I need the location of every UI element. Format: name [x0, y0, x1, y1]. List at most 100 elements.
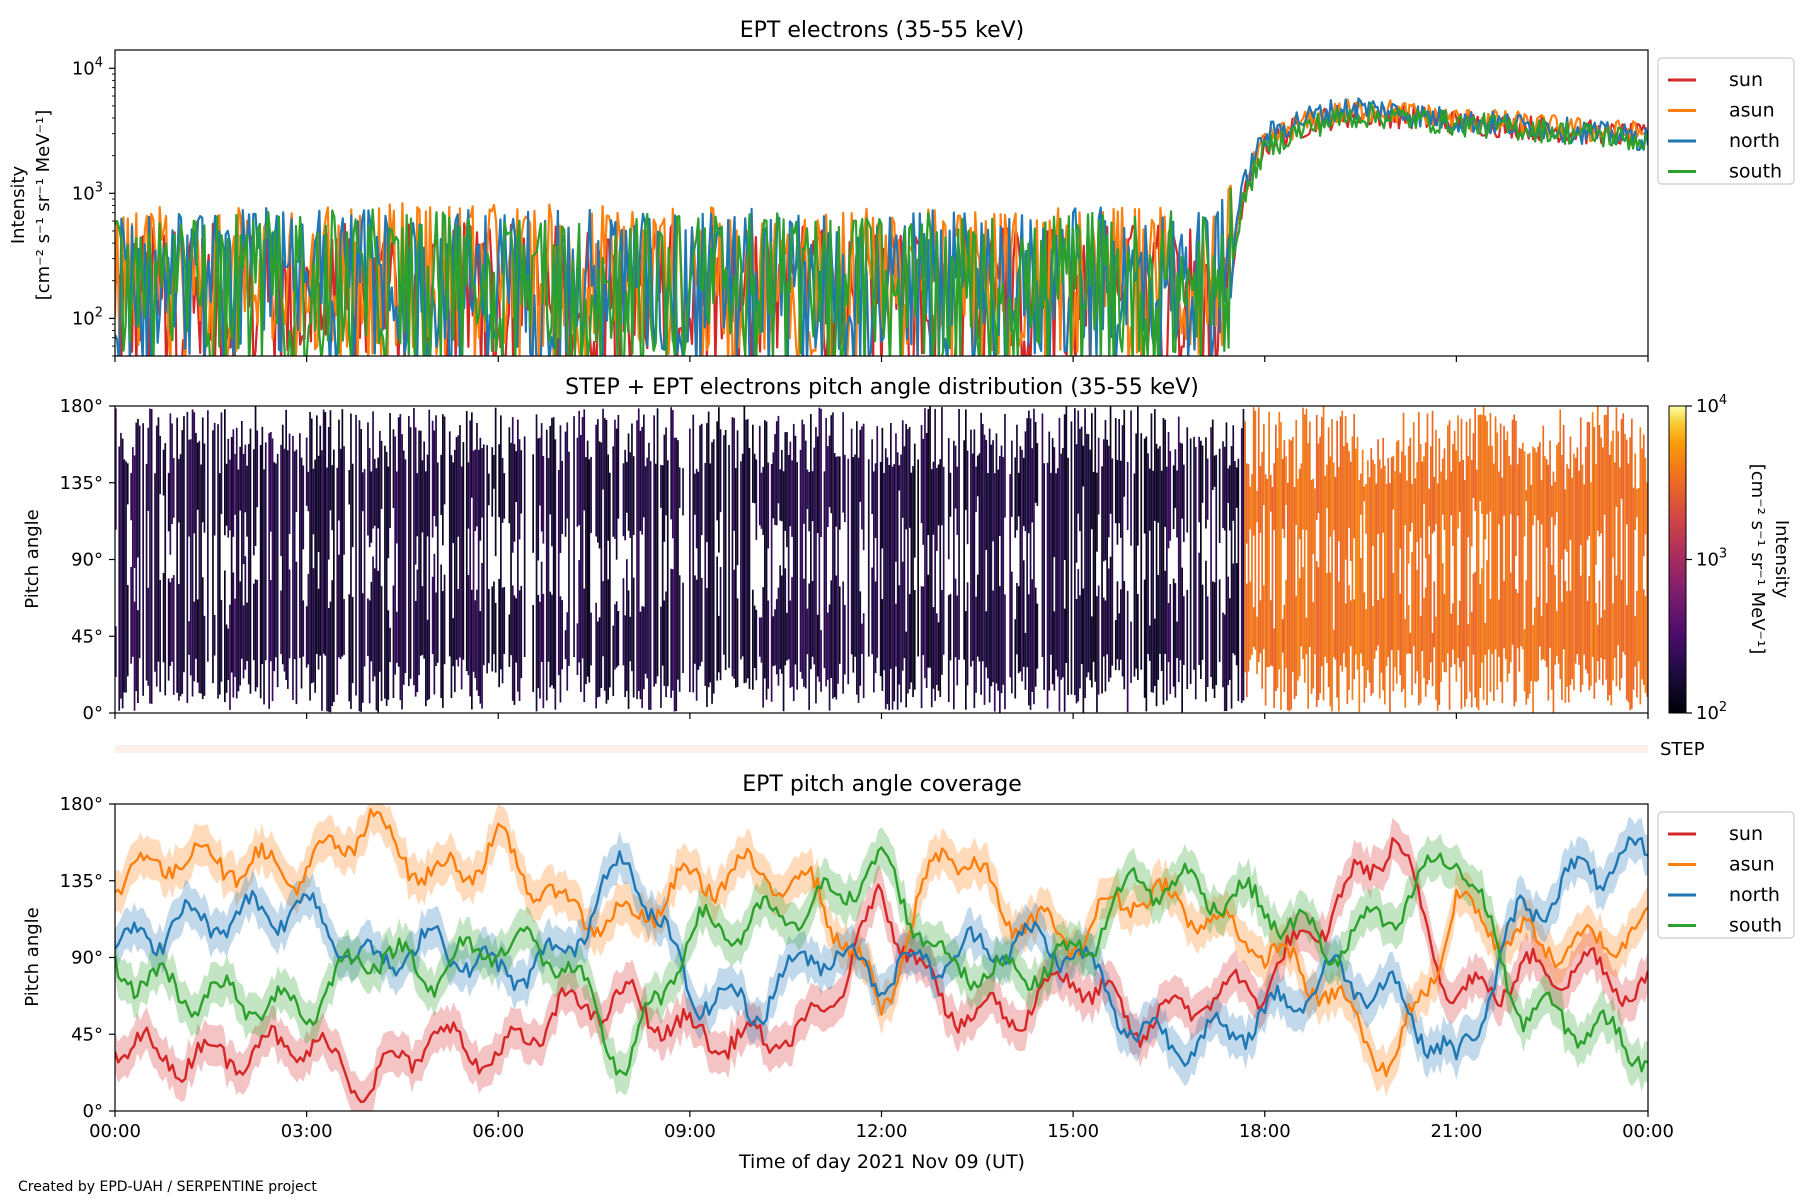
heat-cell [384, 445, 386, 699]
heat-cell [985, 440, 988, 550]
heat-cell [469, 420, 471, 697]
panel2-x-ticks [114, 713, 1649, 719]
heat-cell [830, 415, 833, 514]
heat-cell [830, 580, 833, 678]
heat-cell [898, 465, 901, 491]
heat-cell [137, 610, 139, 703]
heat-cell [1578, 470, 1580, 665]
heat-cell [201, 577, 204, 700]
heat-cell [641, 606, 643, 708]
heat-cell [838, 456, 841, 530]
heat-cell [1545, 459, 1548, 548]
heat-cell [537, 594, 540, 689]
heat-cell [1520, 448, 1522, 646]
heat-cell [827, 612, 829, 680]
heat-cell [1092, 472, 1095, 662]
heat-cell [781, 450, 783, 522]
legend-frame [1657, 57, 1795, 185]
legend-label-north: north [1729, 130, 1780, 152]
heat-cell [1251, 474, 1253, 656]
heat-cell [1467, 456, 1470, 538]
heat-cell [922, 438, 925, 545]
heat-cell [292, 435, 294, 700]
heat-cell [1479, 583, 1482, 688]
heat-cell [1419, 616, 1422, 704]
heat-cell [799, 449, 802, 672]
heat-cell [913, 590, 916, 690]
heat-cell [949, 472, 952, 517]
heat-cell [1108, 445, 1110, 538]
heat-cell [956, 595, 959, 686]
heat-cell [1222, 612, 1224, 688]
y-tick-label: 180° [60, 794, 103, 815]
heat-cell [1392, 455, 1395, 510]
heat-cell [823, 471, 826, 669]
legend-label-south: south [1729, 915, 1782, 937]
heat-cell [1550, 564, 1553, 690]
heat-cell [854, 454, 856, 657]
heat-cell [1167, 432, 1170, 549]
heat-cell [1472, 433, 1475, 498]
heat-cell [452, 618, 454, 667]
heat-cell [607, 454, 609, 541]
coverage-line-north [115, 836, 1648, 1067]
heat-cell [157, 417, 160, 662]
heat-cell [1315, 415, 1318, 521]
heat-cell [1544, 456, 1546, 661]
heat-cell [1201, 445, 1204, 503]
heat-cell [1263, 585, 1265, 649]
heat-cell [883, 472, 885, 671]
heat-cell [1102, 439, 1105, 562]
heat-cell [609, 472, 611, 688]
heat-cell [1440, 471, 1442, 683]
heat-cell [1240, 428, 1243, 704]
heat-cell [775, 599, 778, 675]
heat-cell [1418, 412, 1420, 706]
heat-cell [1571, 477, 1573, 679]
colorbar-tick-label: 102 [1696, 700, 1727, 724]
heat-cell [1450, 613, 1453, 668]
heat-cell [312, 468, 315, 535]
heat-cell [806, 608, 809, 655]
heat-cell [467, 462, 470, 529]
heat-cell [1348, 585, 1350, 690]
heat-cell [450, 455, 453, 699]
heat-cell [636, 420, 638, 700]
heat-cell [789, 600, 792, 688]
heat-cell [1523, 451, 1526, 537]
heat-cell [1384, 465, 1386, 705]
heat-cell [1482, 406, 1485, 700]
heat-cell [1123, 581, 1126, 690]
heat-cell [1288, 439, 1291, 712]
heat-cell [850, 428, 853, 655]
heat-cell [539, 437, 541, 506]
heat-cell [966, 582, 969, 686]
heat-cell [1254, 410, 1257, 650]
x-tick-label: 03:00 [281, 1121, 333, 1142]
heat-cell [927, 409, 930, 536]
heat-cell [675, 437, 678, 712]
heat-cell [1462, 460, 1464, 662]
heat-cell [343, 599, 345, 655]
heat-cell [561, 461, 563, 534]
heat-cell [1389, 483, 1391, 712]
heat-cell [947, 595, 950, 702]
heat-cell [827, 446, 829, 527]
heat-cell [1535, 452, 1538, 683]
heat-cell [281, 424, 284, 665]
heat-cell [1620, 579, 1623, 679]
heat-cell [1610, 441, 1613, 706]
heat-cell [1201, 584, 1204, 660]
heat-cell [699, 425, 701, 667]
heat-cell [1441, 563, 1444, 663]
heat-cell [695, 579, 698, 701]
heat-cell [724, 430, 727, 670]
heat-cell [936, 467, 938, 551]
heat-cell [1200, 440, 1202, 679]
heat-cell [1295, 595, 1298, 696]
heat-cell [159, 435, 161, 495]
heat-cell [641, 426, 643, 535]
heat-cell [1458, 600, 1461, 668]
heat-cell [385, 451, 388, 706]
heat-cell [1147, 453, 1149, 655]
